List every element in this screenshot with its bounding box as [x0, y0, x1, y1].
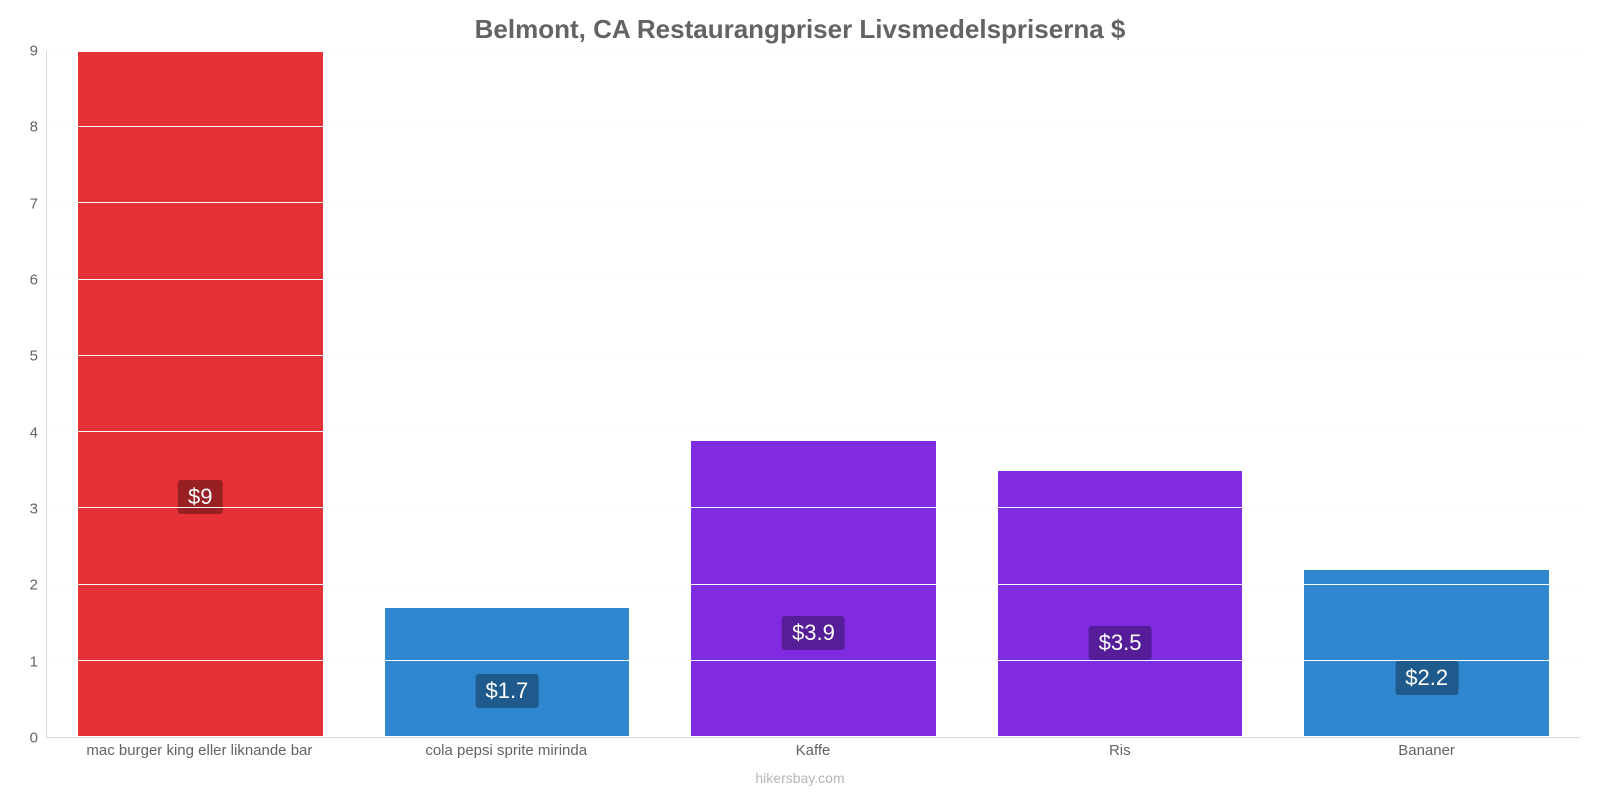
y-tick-label: 5 — [30, 348, 38, 365]
gridline — [47, 584, 1580, 585]
gridline — [47, 431, 1580, 432]
gridline — [47, 126, 1580, 127]
x-tick-label: cola pepsi sprite mirinda — [353, 738, 660, 764]
y-tick-label: 2 — [30, 577, 38, 594]
gridline — [47, 355, 1580, 356]
y-tick-label: 6 — [30, 272, 38, 289]
x-tick-label: Ris — [966, 738, 1273, 764]
bar-value-label: $2.2 — [1395, 661, 1458, 695]
gridline — [47, 50, 1580, 51]
bar-slot: $3.5 — [967, 51, 1274, 737]
bar: $9 — [77, 51, 324, 737]
y-tick-label: 7 — [30, 195, 38, 212]
bar-slot: $1.7 — [354, 51, 661, 737]
bar: $2.2 — [1303, 569, 1550, 737]
x-axis: mac burger king eller liknande barcola p… — [0, 738, 1600, 764]
plot-area: $9 $1.7 $3.9 $3.5 $2.2 — [46, 51, 1580, 738]
gridline — [47, 202, 1580, 203]
bar-value-label: $9 — [178, 480, 222, 514]
x-tick-label: Bananer — [1273, 738, 1580, 764]
bar: $1.7 — [384, 607, 631, 737]
chart-subtitle: hikersbay.com — [0, 764, 1600, 800]
y-tick-label: 4 — [30, 424, 38, 441]
x-tick-label: mac burger king eller liknande bar — [46, 738, 353, 764]
y-tick-label: 3 — [30, 501, 38, 518]
y-tick-label: 1 — [30, 653, 38, 670]
y-tick-label: 9 — [30, 43, 38, 60]
bar-value-label: $1.7 — [475, 674, 538, 708]
bar: $3.9 — [690, 440, 937, 737]
price-bar-chart: Belmont, CA Restaurangpriser Livsmedelsp… — [0, 0, 1600, 800]
bars-container: $9 $1.7 $3.9 $3.5 $2.2 — [47, 51, 1580, 737]
bar-slot: $2.2 — [1273, 51, 1580, 737]
x-tick-label: Kaffe — [660, 738, 967, 764]
bar-slot: $3.9 — [660, 51, 967, 737]
bar-value-label: $3.9 — [782, 616, 845, 650]
chart-title: Belmont, CA Restaurangpriser Livsmedelsp… — [0, 0, 1600, 51]
bar-value-label: $3.5 — [1089, 626, 1152, 660]
y-axis: 0123456789 — [0, 51, 46, 738]
y-tick-label: 0 — [30, 730, 38, 747]
bar-slot: $9 — [47, 51, 354, 737]
gridline — [47, 660, 1580, 661]
plot-row: 0123456789 $9$1.7$3.9$3.5$2.2 — [0, 51, 1600, 738]
gridline — [47, 279, 1580, 280]
bar: $3.5 — [997, 470, 1244, 737]
y-tick-label: 8 — [30, 119, 38, 136]
gridline — [47, 507, 1580, 508]
